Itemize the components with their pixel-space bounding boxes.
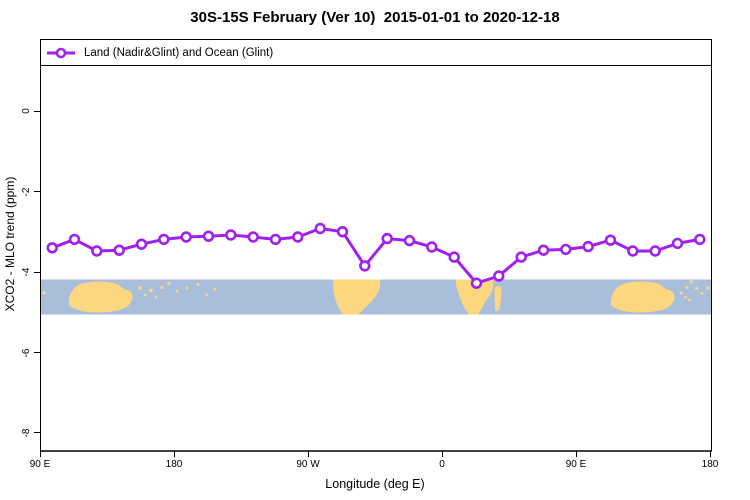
x-axis-tick-label: 90 W bbox=[296, 459, 320, 470]
y-axis-tick-label: -8 bbox=[20, 428, 32, 438]
data-point-marker bbox=[180, 231, 192, 243]
chart-canvas bbox=[41, 222, 711, 315]
y-axis-tick-label: -6 bbox=[20, 348, 32, 357]
data-point-marker bbox=[269, 233, 282, 246]
y-axis-tick bbox=[34, 271, 40, 273]
land-australia bbox=[68, 281, 133, 313]
data-point-marker bbox=[381, 232, 393, 245]
data-point-marker bbox=[560, 243, 572, 256]
y-axis-tick-label: 0 bbox=[20, 108, 32, 115]
data-point-marker bbox=[68, 233, 81, 246]
data-point-marker bbox=[470, 277, 483, 289]
data-point-marker bbox=[91, 245, 103, 257]
y-axis-tick-label: -2 bbox=[20, 187, 32, 197]
data-point-marker bbox=[649, 245, 661, 257]
land-shapes bbox=[42, 279, 710, 315]
legend-line-marker-icon bbox=[47, 47, 75, 58]
x-axis-label: Longitude (deg E) bbox=[325, 477, 425, 491]
land-south-america bbox=[333, 279, 380, 315]
x-axis-tick bbox=[39, 451, 41, 457]
land-madagascar bbox=[494, 285, 502, 312]
y-axis-tick bbox=[34, 110, 40, 112]
x-axis-tick-label: 90 E bbox=[565, 459, 587, 470]
data-point-marker bbox=[671, 237, 684, 250]
x-axis-tick bbox=[441, 451, 443, 457]
plot-area: Land (Nadir&Glint) and Ocean (Glint) bbox=[40, 39, 712, 452]
data-point-marker bbox=[247, 231, 259, 243]
data-point-marker bbox=[158, 233, 170, 246]
data-point-marker bbox=[582, 240, 594, 253]
data-point-marker bbox=[292, 231, 304, 243]
data-point-marker bbox=[604, 234, 617, 246]
data-point-marker bbox=[359, 260, 371, 272]
data-point-marker bbox=[627, 245, 639, 257]
y-axis-tick bbox=[34, 352, 40, 353]
data-point-marker bbox=[426, 241, 438, 253]
data-point-marker bbox=[493, 270, 505, 282]
data-point-marker bbox=[537, 244, 550, 256]
data-point-marker bbox=[46, 242, 58, 254]
chart-title: 30S-15S February (Ver 10) 2015-01-01 to … bbox=[190, 9, 560, 26]
x-axis-tick bbox=[709, 451, 711, 457]
legend-label: Land (Nadir&Glint) and Ocean (Glint) bbox=[84, 46, 274, 59]
land-islands bbox=[42, 279, 710, 302]
x-axis-tick-label: 0 bbox=[439, 459, 445, 470]
y-axis-tick bbox=[34, 432, 40, 434]
data-point-marker bbox=[135, 238, 148, 250]
land-africa bbox=[456, 279, 493, 315]
data-point-marker bbox=[314, 222, 326, 235]
data-point-marker bbox=[694, 233, 706, 246]
legend: Land (Nadir&Glint) and Ocean (Glint) bbox=[41, 40, 711, 66]
x-axis-tick-label: 180 bbox=[165, 459, 183, 470]
data-point-marker bbox=[515, 251, 527, 263]
x-axis-tick-label: 180 bbox=[701, 459, 719, 470]
data-point-marker bbox=[448, 251, 460, 263]
y-axis-tick-label: -4 bbox=[20, 267, 32, 277]
x-axis-tick bbox=[173, 451, 175, 457]
data-point-marker bbox=[113, 244, 125, 256]
data-point-marker bbox=[225, 229, 237, 241]
x-axis-tick bbox=[575, 451, 577, 457]
data-point-marker bbox=[336, 226, 349, 238]
y-axis-label: XCO2 - MLO trend (ppm) bbox=[3, 176, 17, 312]
data-point-marker bbox=[403, 234, 416, 247]
x-axis-tick bbox=[307, 451, 309, 457]
series-line bbox=[50, 227, 702, 285]
y-axis-tick bbox=[34, 191, 40, 193]
x-axis-tick-label: 90 E bbox=[29, 459, 51, 470]
data-point-marker bbox=[202, 230, 215, 242]
